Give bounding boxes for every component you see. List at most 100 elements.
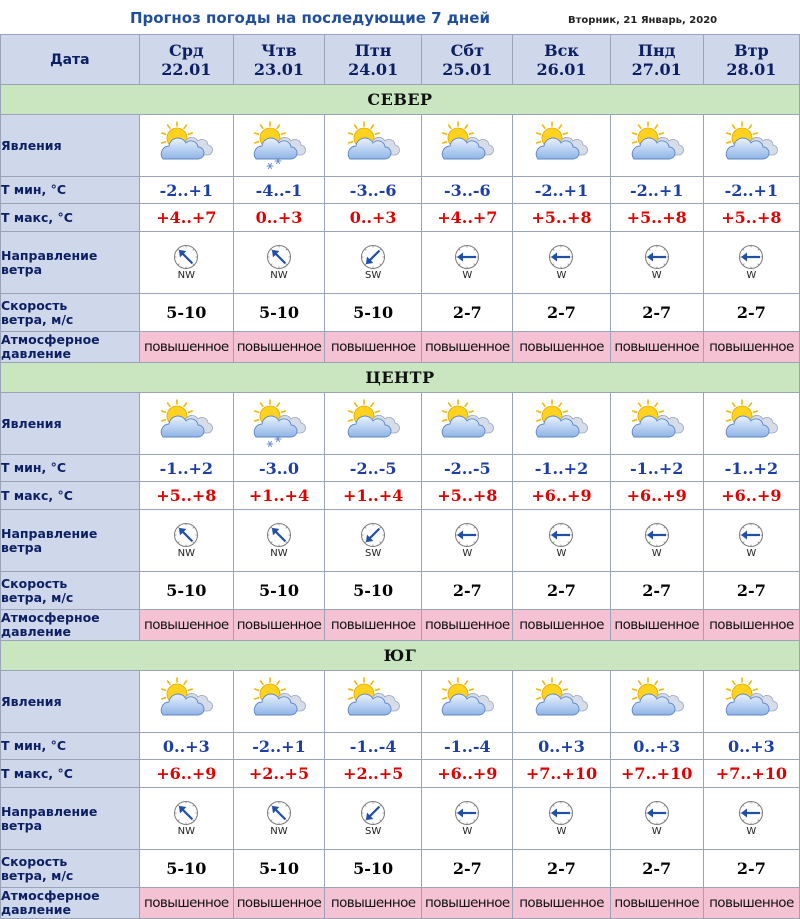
tmin-value: 0..+3 [609,732,704,760]
tmax-value: +6..+9 [609,481,704,510]
partly-cloudy-icon [611,398,702,449]
day-name: Вск [544,40,579,60]
tmax-value: +5..+8 [609,203,704,232]
row-label-wind-speed: Скорость ветра, м/с [0,571,140,610]
wind-arrow-icon [704,800,798,826]
wind-arrow-icon [140,244,232,270]
tmin-value: -1..+2 [138,454,234,482]
tmin-value: -1..+2 [702,454,800,482]
wind-direction-cell: W [702,509,800,572]
wind-arrow-icon [611,800,702,826]
wind-direction-cell: NW [232,509,326,572]
tmax-value: +6..+9 [138,759,234,788]
footer [0,896,800,906]
wind-direction-cell: NW [138,231,234,294]
wind-direction-label: NW [177,826,195,837]
wind-direction-cell: W [702,787,800,850]
wind-direction-cell: NW [138,787,234,850]
tmin-value: -3..-6 [324,176,423,204]
weather-cell [324,670,423,733]
day-date: 27.01 [631,59,682,79]
wind-speed-value: 2-7 [702,849,800,888]
day-date: 25.01 [442,59,493,79]
weather-cell [421,392,514,455]
tmax-value: +6..+9 [512,481,611,510]
day-header: Срд 22.01 [138,34,234,85]
region-title: ЦЕНТР [0,362,800,393]
wind-arrow-icon [234,800,323,826]
row-label-pressure: Атмосферное давление [0,609,140,641]
partly-cloudy-icon [514,676,609,727]
day-header: Вск 26.01 [512,34,611,85]
current-date: Вторник, 21 Январь, 2020 [568,15,718,26]
day-name: Сбт [450,40,484,60]
weather-cell [702,114,800,177]
tmin-value: -2..+1 [609,176,704,204]
tmin-value: -2..+1 [138,176,234,204]
wind-arrow-icon [704,244,798,270]
row-label-wind-dir: Направление ветра [0,231,140,294]
partly-cloudy-icon [140,676,232,727]
tmin-value: -2..+1 [702,176,800,204]
tmax-value: 0..+3 [232,203,326,232]
wind-direction-label: NW [270,826,288,837]
day-date: 28.01 [726,59,777,79]
tmax-value: +4..+7 [421,203,514,232]
partly-cloudy-icon [326,120,421,171]
page-header: Прогноз погоды на последующие 7 дней Вто… [0,0,800,34]
weather-cell [702,392,800,455]
wind-arrow-icon [326,800,421,826]
partly-cloudy-icon [704,120,798,171]
tmin-value: -1..-4 [421,732,514,760]
wind-direction-label: W [746,548,757,559]
wind-speed-value: 2-7 [512,293,611,332]
partly-cloudy-icon [514,120,609,171]
partly-cloudy-icon [423,676,512,727]
weather-cell [324,392,423,455]
row-label-wind-speed: Скорость ветра, м/с [0,849,140,888]
wind-direction-cell: W [512,787,611,850]
row-label-phenomena: Явления [0,114,140,177]
row-label-wind-dir: Направление ветра [0,787,140,850]
partly-cloudy-icon [611,676,702,727]
wind-speed-value: 5-10 [138,293,234,332]
wind-arrow-icon [140,800,232,826]
tmin-value: -1..+2 [609,454,704,482]
partly-cloudy-icon [234,676,323,727]
wind-speed-value: 5-10 [324,849,423,888]
row-label-tmin: Т мин, °С [0,454,140,482]
weather-cell [232,114,326,177]
wind-arrow-icon [234,522,323,548]
pressure-value: повышенное [324,609,423,641]
wind-arrow-icon [704,522,798,548]
row-label-tmin: Т мин, °С [0,732,140,760]
wind-direction-label: W [556,826,567,837]
partly-cloudy-icon [611,120,702,171]
wind-direction-cell: W [702,231,800,294]
region-title: СЕВЕР [0,84,800,115]
partly-cloudy-icon [326,398,421,449]
tmax-value: +2..+5 [324,759,423,788]
pressure-value: повышенное [232,331,326,363]
wind-arrow-icon [326,244,421,270]
tmin-value: -2..+1 [232,732,326,760]
wind-direction-cell: SW [324,787,423,850]
wind-direction-label: W [651,270,662,281]
date-header-label: Дата [0,34,140,85]
tmax-value: +5..+8 [702,203,800,232]
wind-direction-cell: NW [138,509,234,572]
weather-cell [512,392,611,455]
wind-arrow-icon [611,244,702,270]
wind-arrow-icon [611,522,702,548]
wind-direction-label: NW [270,270,288,281]
pressure-value: повышенное [609,331,704,363]
weather-cell [512,670,611,733]
row-label-pressure: Атмосферное давление [0,331,140,363]
wind-arrow-icon [140,522,232,548]
tmax-value: +5..+8 [421,481,514,510]
day-header: Пнд 27.01 [609,34,704,85]
pressure-value: повышенное [421,609,514,641]
partly-cloudy-icon [140,398,232,449]
weather-cell [512,114,611,177]
region-title: ЮГ [0,640,800,671]
